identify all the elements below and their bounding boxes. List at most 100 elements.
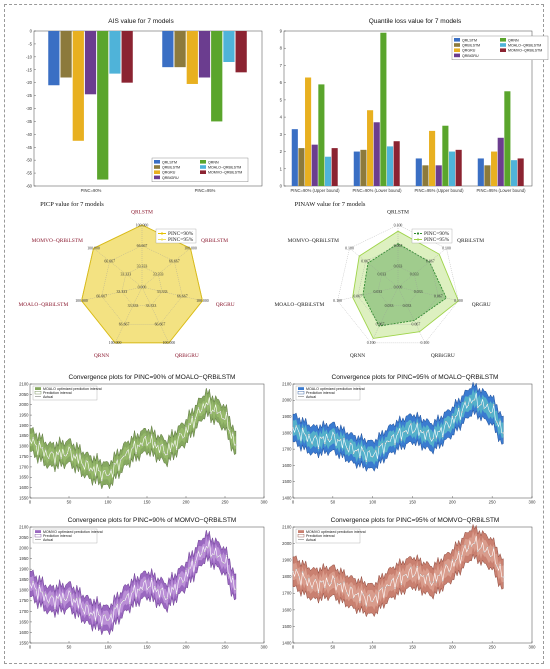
actual-point — [352, 596, 355, 599]
bar — [211, 31, 223, 122]
y-tick-label: -5 — [28, 41, 32, 46]
actual-point — [467, 547, 470, 550]
actual-point — [343, 581, 345, 584]
actual-point — [496, 421, 498, 424]
actual-point — [163, 595, 165, 598]
y-tick-label: 1700 — [282, 447, 292, 452]
actual-point — [464, 544, 466, 547]
actual-point — [88, 614, 91, 617]
radar-ring — [81, 224, 203, 344]
y-tick-label: 1600 — [19, 485, 29, 490]
bar — [517, 158, 524, 186]
actual-point — [175, 448, 178, 451]
actual-point — [107, 474, 109, 477]
actual-point — [132, 446, 134, 449]
x-tick-label: 250 — [489, 500, 497, 505]
actual-point — [222, 418, 225, 420]
actual-point — [138, 445, 140, 448]
actual-point — [308, 433, 310, 436]
bar — [477, 158, 484, 186]
actual-point — [477, 550, 479, 552]
radar-axis-label: QRNN — [350, 353, 365, 359]
bar — [380, 32, 387, 186]
actual-point — [311, 442, 313, 445]
y-tick-label: 1850 — [19, 433, 29, 438]
actual-point — [489, 412, 492, 414]
actual-point — [166, 453, 169, 455]
legend-label: Prediction interval — [43, 534, 72, 538]
legend-swatch — [298, 530, 304, 533]
actual-point — [113, 462, 116, 465]
bar — [429, 130, 436, 186]
picp-radar: PICP value for 7 models 0.00033.33366.66… — [18, 201, 234, 359]
actual-point — [60, 457, 62, 459]
actual-point — [135, 452, 137, 455]
actual-point — [207, 403, 209, 406]
actual-point — [470, 545, 473, 547]
ais-chart-panel: AIS value for 7 models 0 -5 -10 -15 -20 -25 -3… — [12, 14, 270, 200]
actual-point — [390, 435, 393, 438]
conv-title: Convergence plots for PINC=90% of MOALO−… — [69, 374, 236, 381]
legend-label: MOALO−QRBiLSTM — [508, 44, 541, 48]
actual-point — [76, 453, 78, 456]
actual-point — [169, 594, 172, 597]
radar-ring-label: 33.333 — [128, 304, 139, 308]
radar-ring-label: 0.100 — [345, 247, 354, 251]
actual-point — [194, 417, 197, 420]
radar-ring-label: 66.667 — [96, 294, 107, 298]
actual-point — [44, 593, 47, 595]
legend-box — [32, 385, 98, 401]
legend-swatch — [297, 391, 305, 395]
actual-point — [483, 551, 485, 553]
actual-point — [403, 430, 406, 433]
pinaw-title: PINAW value for 7 models — [295, 201, 366, 208]
actual-point — [324, 442, 326, 445]
actual-point — [38, 584, 41, 587]
actual-point — [113, 607, 116, 609]
legend-marker — [416, 238, 420, 241]
actual-point — [85, 460, 87, 462]
actual-point — [125, 595, 128, 597]
actual-point — [141, 588, 144, 591]
actual-point — [435, 437, 438, 439]
actual-point — [426, 431, 428, 433]
radar-ring-label: 66.667 — [119, 323, 130, 327]
bar — [72, 31, 84, 141]
bar — [305, 77, 312, 186]
actual-point — [100, 624, 103, 627]
legend-label: Actual — [306, 395, 316, 399]
bar — [331, 148, 338, 186]
actual-point — [298, 432, 301, 434]
actual-point — [320, 437, 323, 439]
y-tick-label: 1800 — [282, 574, 292, 579]
bar — [360, 149, 367, 186]
actual-point — [210, 412, 212, 414]
conv-title: Convergence plots for PINC=95% of MOMVO−… — [331, 517, 500, 524]
actual-point — [448, 427, 450, 429]
legend-marker — [160, 232, 164, 235]
radar-ring-label: 0.033 — [373, 290, 382, 294]
x-tick-label: 50 — [67, 500, 72, 505]
actual-point — [144, 579, 147, 582]
legend-label: PINC=90% — [168, 231, 194, 237]
actual-point — [228, 574, 231, 576]
actual-point — [47, 457, 50, 460]
legend-marker — [416, 232, 420, 235]
legend-label: QRLSTM — [462, 38, 477, 42]
y-tick-label: 1650 — [19, 619, 29, 624]
radar-axis-label: QRLSTM — [387, 209, 409, 215]
x-tick-label: 0 — [29, 500, 32, 505]
radar-ring-label: 100.000 — [163, 341, 176, 345]
legend-swatch — [154, 170, 160, 174]
radar-axis-label: QRLSTM — [131, 209, 153, 215]
legend-label: QRBiGRU — [462, 54, 479, 58]
actual-point — [327, 582, 329, 584]
bar — [198, 31, 211, 78]
y-tick-label: -45 — [26, 145, 33, 150]
x-tick-label: 50 — [330, 645, 335, 650]
actual-point — [435, 581, 438, 583]
actual-point — [470, 401, 473, 404]
radar-ring-label: 100.000 — [184, 247, 197, 251]
y-tick-label: 1900 — [282, 414, 292, 419]
radar-ring-label: 0.100 — [421, 341, 430, 345]
